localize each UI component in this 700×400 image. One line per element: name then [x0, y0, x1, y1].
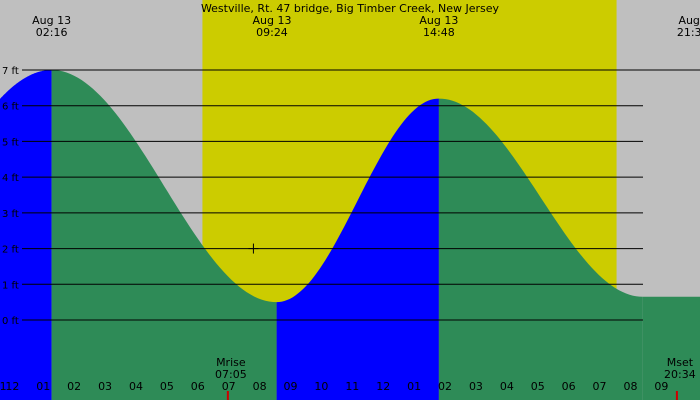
x-tick-label: 02 — [438, 380, 452, 393]
x-axis-labels: 112 01 02 03 04 05 06 07 08 09 10 11 12 01 02 03 04 05 06 0… — [0, 380, 668, 393]
x-tick-label: 04 — [129, 380, 143, 393]
x-tick-label: 03 — [98, 380, 112, 393]
chart-title: Westville, Rt. 47 bridge, Big Timber Cre… — [201, 2, 500, 15]
y-tick-label: 5 ft — [2, 137, 19, 148]
x-tick-label: 08 — [623, 380, 637, 393]
moon-event-time: 07:05 — [215, 368, 247, 381]
moon-event-label: Mset — [667, 356, 694, 369]
falling-tide-segment — [438, 98, 643, 400]
x-tick-label: 12 — [5, 380, 19, 393]
top-time-label: 09:24 — [256, 26, 288, 39]
x-tick-label: 02 — [67, 380, 81, 393]
x-tick-label: 01 — [407, 380, 421, 393]
y-axis-labels: 7 ft 6 ft 5 ft 4 ft 3 ft 2 ft 1 ft 0 ft — [2, 66, 19, 327]
x-tick-label: 1 — [0, 380, 7, 393]
y-tick-label: 1 ft — [2, 280, 19, 291]
top-date-label: Aug 13 — [252, 14, 291, 27]
y-tick-label: 4 ft — [2, 173, 19, 184]
rising-tide-segment — [0, 70, 52, 400]
x-tick-label: 06 — [562, 380, 576, 393]
current-marker — [248, 243, 259, 254]
tide-area — [0, 70, 700, 400]
top-date-label: Aug 13 — [32, 14, 71, 27]
x-tick-label: 04 — [500, 380, 514, 393]
top-time-label: 02:16 — [36, 26, 68, 39]
top-time-label: 14:48 — [423, 26, 455, 39]
x-tick-label: 08 — [253, 380, 267, 393]
y-tick-label: 7 ft — [2, 66, 19, 77]
x-tick-label: 07 — [593, 380, 607, 393]
x-tick-label: 05 — [531, 380, 545, 393]
y-tick-label: 3 ft — [2, 209, 19, 220]
y-tick-label: 6 ft — [2, 102, 19, 113]
x-tick-label: 03 — [469, 380, 483, 393]
x-tick-label: 09 — [654, 380, 668, 393]
rising-tide-segment — [276, 98, 439, 400]
falling-tide-segment — [51, 70, 277, 400]
x-tick-label: 10 — [314, 380, 328, 393]
x-tick-label: 12 — [376, 380, 390, 393]
falling-tide-segment — [642, 296, 700, 400]
y-tick-label: 2 ft — [2, 245, 19, 256]
moon-event-label: Mrise — [216, 356, 246, 369]
moon-event-time: 20:34 — [664, 368, 696, 381]
top-time-label: 21:3 — [677, 26, 700, 39]
x-tick-label: 11 — [345, 380, 359, 393]
grid-lines — [22, 69, 700, 321]
x-tick-label: 09 — [284, 380, 298, 393]
y-tick-label: 0 ft — [2, 316, 19, 327]
x-tick-label: 07 — [222, 380, 236, 393]
top-date-label: Aug — [678, 14, 699, 27]
top-date-label: Aug 13 — [419, 14, 458, 27]
x-tick-label: 01 — [36, 380, 50, 393]
x-tick-label: 05 — [160, 380, 174, 393]
x-tick-label: 06 — [191, 380, 205, 393]
